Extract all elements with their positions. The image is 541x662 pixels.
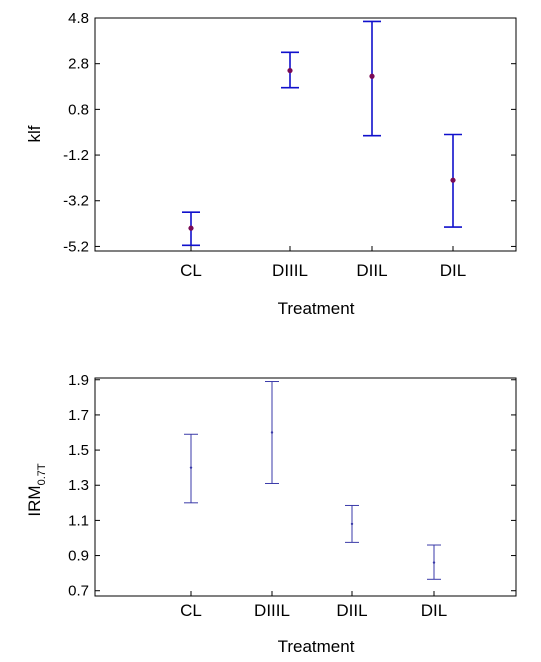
y-tick-label: 0.9 (68, 548, 89, 565)
error-bars (184, 381, 441, 580)
y-tick-label: -5.2 (63, 238, 89, 255)
x-category-label: DIIIL (272, 261, 308, 280)
y-tick-label: 0.7 (68, 583, 89, 600)
y-tick-label: -3.2 (63, 193, 89, 210)
mean-point (189, 466, 193, 469)
x-category-label: CL (180, 261, 202, 280)
x-axis-title: Treatment (278, 637, 355, 656)
error-bar-diiil (265, 381, 279, 484)
x-axis-categories: CL DIIIL DIIL DIL (180, 246, 466, 280)
x-axis-title: Treatment (278, 299, 355, 318)
y-tick-label: 1.7 (68, 407, 89, 424)
mean-point (188, 225, 194, 231)
mean-point (287, 67, 293, 74)
y-tick-label: -1.2 (63, 147, 89, 164)
error-bar-diiil (281, 51, 299, 89)
y-axis-title: IRM0.7T (25, 463, 48, 516)
mean-point (432, 561, 436, 564)
y-axis-ticks: 1.9 1.7 1.5 1.3 1.1 0.9 0.7 (68, 372, 516, 600)
y-axis-ticks: 4.8 2.8 0.8 -1.2 -3.2 -5.2 (63, 10, 516, 255)
y-tick-label: 1.3 (68, 477, 89, 494)
y-tick-label: 4.8 (68, 10, 89, 27)
x-axis-categories: CL DIIIL DIIL DIL (180, 591, 447, 620)
klf-chart: 4.8 2.8 0.8 -1.2 -3.2 -5.2 CL DIIIL DIIL DIL Tre… (25, 10, 517, 318)
error-bar-cl (182, 211, 200, 247)
error-bar-cl (184, 433, 198, 504)
mean-point (270, 431, 274, 434)
error-bar-dil (444, 133, 462, 228)
y-tick-label: 2.8 (68, 56, 89, 73)
x-category-label: DIL (440, 261, 466, 280)
y-axis-title: klf (25, 125, 44, 142)
mean-point (350, 522, 354, 526)
plot-frame (94, 17, 517, 252)
x-category-label: DIL (421, 601, 447, 620)
irm-chart: 1.9 1.7 1.5 1.3 1.1 0.9 0.7 CL DIIIL DIIL DIL Tre… (25, 372, 517, 656)
x-category-label: DIIIL (254, 601, 290, 620)
y-tick-label: 1.9 (68, 372, 89, 389)
mean-point (369, 73, 375, 79)
y-axis-title-main: IRM (25, 485, 44, 516)
x-category-label: DIIL (356, 261, 387, 280)
y-tick-label: 1.5 (68, 442, 89, 459)
error-bar-dil (427, 544, 441, 580)
y-tick-label: 0.8 (68, 101, 89, 118)
x-category-label: DIIL (336, 601, 367, 620)
mean-point (450, 177, 456, 183)
error-bar-diil (345, 504, 359, 543)
x-category-label: CL (180, 601, 202, 620)
plot-frame (94, 377, 517, 597)
error-bar-diil (363, 20, 381, 137)
y-axis-title-subscript: 0.7T (36, 463, 48, 485)
y-tick-label: 1.1 (68, 512, 89, 529)
error-bars (182, 20, 462, 247)
